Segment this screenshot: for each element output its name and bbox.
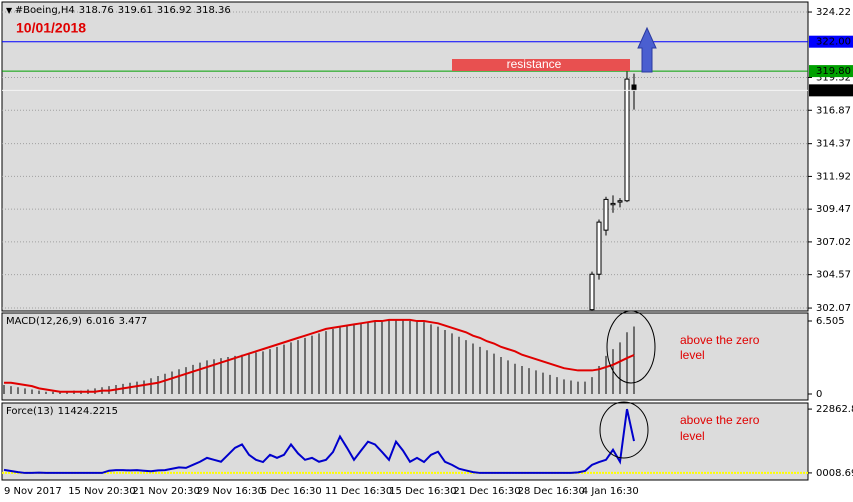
level-label-box: [809, 35, 853, 48]
up-arrow: [637, 26, 657, 73]
y-tick-label: 304.57: [816, 270, 851, 281]
y-tick-label: 0: [816, 389, 822, 400]
x-tick-label: 9 Nov 2017: [4, 486, 62, 497]
y-tick-label: 0008.69: [816, 468, 853, 479]
y-tick-label: 307.02: [816, 237, 851, 248]
y-tick-label: 22862.82: [816, 404, 853, 415]
level-label-box: [809, 65, 853, 78]
candle-body: [624, 78, 630, 202]
x-tick-label: 29 Nov 16:30: [197, 486, 264, 497]
force-value: 11424.2215: [58, 406, 118, 417]
candle-body: [603, 198, 609, 231]
x-tick-label: 28 Dec 16:30: [518, 486, 585, 497]
signal-value: 3.477: [119, 316, 148, 327]
force-annotation: above the zero: [680, 413, 760, 427]
x-tick-label: 5 Dec 16:30: [261, 486, 322, 497]
candles: [589, 68, 637, 311]
macd-annotation: level: [680, 348, 705, 362]
y-tick-label: 311.92: [816, 171, 851, 182]
force-title: Force(13) 11424.2215: [6, 406, 118, 417]
symbol: #Boeing,H4: [15, 5, 75, 16]
candle-body: [596, 221, 602, 275]
level-label: 319.80: [816, 66, 851, 77]
date-annotation: 10/01/2018: [16, 20, 86, 36]
x-tick-label: 11 Dec 16:30: [325, 486, 392, 497]
open: 318.76: [79, 5, 114, 16]
resistance-label: resistance: [507, 57, 562, 71]
force-panel: [1, 402, 809, 481]
level-label: 322.00: [816, 37, 851, 48]
marks: [2, 11, 812, 474]
candle-body: [631, 84, 637, 91]
x-tick-label: 4 Jan 16:30: [582, 486, 639, 497]
y-tick-label: 6.505: [816, 316, 845, 327]
y-tick-label: 302.07: [816, 303, 851, 314]
y-tick-label: 324.22: [816, 7, 851, 18]
candle-body: [617, 200, 623, 203]
header: ▼ #Boeing,H4 318.76 319.61 316.92 318.36: [6, 5, 231, 16]
y-tick-label: 309.47: [816, 204, 851, 215]
macd-value: 6.016: [86, 316, 115, 327]
y-tick-label: 319.32: [816, 73, 851, 84]
current-price-box: [809, 84, 853, 97]
x-tick-label: 15 Dec 16:30: [389, 486, 456, 497]
macd-annotation: above the zero: [680, 333, 760, 347]
force-name: Force(13): [6, 406, 54, 417]
signal-line: [4, 318, 635, 393]
price-panel: [1, 1, 809, 312]
force-line: [3, 408, 635, 474]
y-tick-label: 316.87: [816, 105, 851, 116]
x-tick-label: 21 Dec 16:30: [453, 486, 520, 497]
macd-title: MACD(12,26,9) 6.016 3.477: [6, 316, 147, 327]
macd-ellipse: [606, 310, 656, 384]
x-tick-label: 21 Nov 20:30: [132, 486, 199, 497]
y-tick-label: 314.37: [816, 139, 851, 150]
candle-body: [610, 202, 616, 206]
high: 319.61: [118, 5, 153, 16]
current-price-label: 318.36: [816, 85, 851, 96]
force-annotation: level: [680, 429, 705, 443]
force-ellipse: [599, 401, 649, 459]
resistance-box: [452, 59, 630, 71]
low: 316.92: [157, 5, 192, 16]
macd-name: MACD(12,26,9): [6, 316, 82, 327]
candle-body: [589, 273, 595, 311]
close: 318.36: [196, 5, 231, 16]
x-tick-label: 15 Nov 20:30: [68, 486, 135, 497]
